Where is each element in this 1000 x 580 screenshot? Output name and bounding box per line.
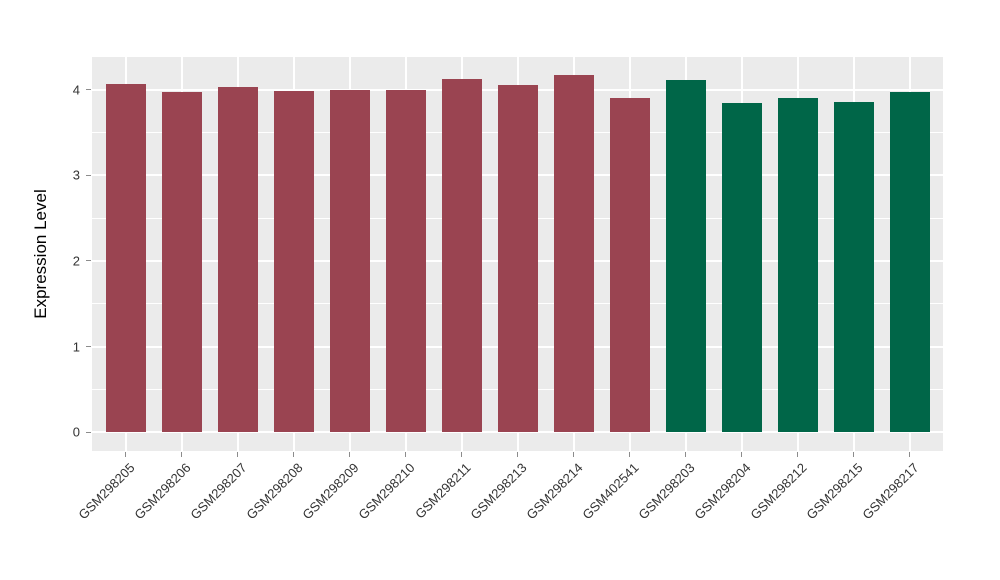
x-tick-label: GSM298213 bbox=[466, 460, 530, 523]
y-tick-mark bbox=[86, 260, 91, 262]
bar bbox=[833, 102, 874, 433]
bar bbox=[441, 79, 482, 433]
x-tick-label: GSM298209 bbox=[298, 460, 362, 523]
x-tick-label: GSM298211 bbox=[411, 460, 474, 522]
x-tick-mark bbox=[797, 452, 799, 457]
x-tick-label: GSM298207 bbox=[186, 460, 250, 523]
x-tick-mark bbox=[349, 452, 351, 457]
x-tick-mark bbox=[629, 452, 631, 457]
y-tick-mark bbox=[86, 174, 91, 176]
x-tick-mark bbox=[237, 452, 239, 457]
x-tick-label: GSM298215 bbox=[802, 460, 866, 523]
x-tick-mark bbox=[853, 452, 855, 457]
x-tick-mark bbox=[461, 452, 463, 457]
x-tick-label: GSM298206 bbox=[130, 460, 194, 523]
x-tick-mark bbox=[741, 452, 743, 457]
x-tick-label: GSM298217 bbox=[858, 460, 922, 523]
bar bbox=[105, 84, 146, 433]
x-tick-mark bbox=[181, 452, 183, 457]
x-tick-label: GSM298203 bbox=[634, 460, 698, 523]
bar bbox=[665, 80, 706, 433]
x-tick-label: GSM402541 bbox=[578, 460, 642, 523]
plot-panel bbox=[92, 57, 943, 451]
bar bbox=[777, 98, 818, 433]
bar bbox=[161, 92, 202, 433]
x-tick-mark bbox=[293, 452, 295, 457]
bar bbox=[609, 98, 650, 433]
x-tick-mark bbox=[909, 452, 911, 457]
bar bbox=[497, 85, 538, 433]
y-tick-mark bbox=[86, 346, 91, 348]
bar bbox=[329, 89, 370, 433]
y-tick-mark bbox=[86, 431, 91, 433]
y-tick-label: 1 bbox=[72, 339, 80, 355]
x-tick-label: GSM298205 bbox=[74, 460, 138, 523]
y-tick-label: 4 bbox=[72, 82, 80, 97]
y-tick-mark bbox=[86, 89, 91, 90]
x-tick-label: GSM298212 bbox=[746, 460, 810, 523]
bar bbox=[273, 91, 314, 433]
y-tick-label: 0 bbox=[72, 424, 80, 440]
x-tick-label: GSM298210 bbox=[354, 460, 418, 523]
y-tick-label: 3 bbox=[72, 167, 80, 183]
x-tick-mark bbox=[517, 452, 519, 457]
x-tick-mark bbox=[405, 452, 407, 457]
bar bbox=[553, 74, 594, 433]
x-tick-mark bbox=[685, 452, 687, 457]
bar bbox=[217, 86, 258, 433]
x-tick-mark bbox=[125, 452, 127, 457]
x-tick-label: GSM298204 bbox=[690, 460, 754, 523]
bar bbox=[385, 89, 426, 433]
x-tick-mark bbox=[573, 452, 575, 457]
x-tick-label: GSM298208 bbox=[242, 460, 306, 523]
bar bbox=[889, 92, 930, 433]
bar bbox=[721, 103, 762, 433]
y-tick-label: 2 bbox=[72, 253, 80, 269]
x-tick-label: GSM298214 bbox=[522, 460, 586, 523]
